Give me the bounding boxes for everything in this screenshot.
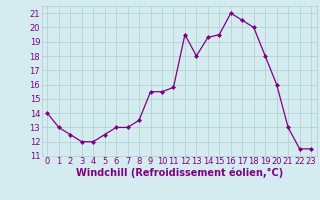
X-axis label: Windchill (Refroidissement éolien,°C): Windchill (Refroidissement éolien,°C) — [76, 168, 283, 178]
